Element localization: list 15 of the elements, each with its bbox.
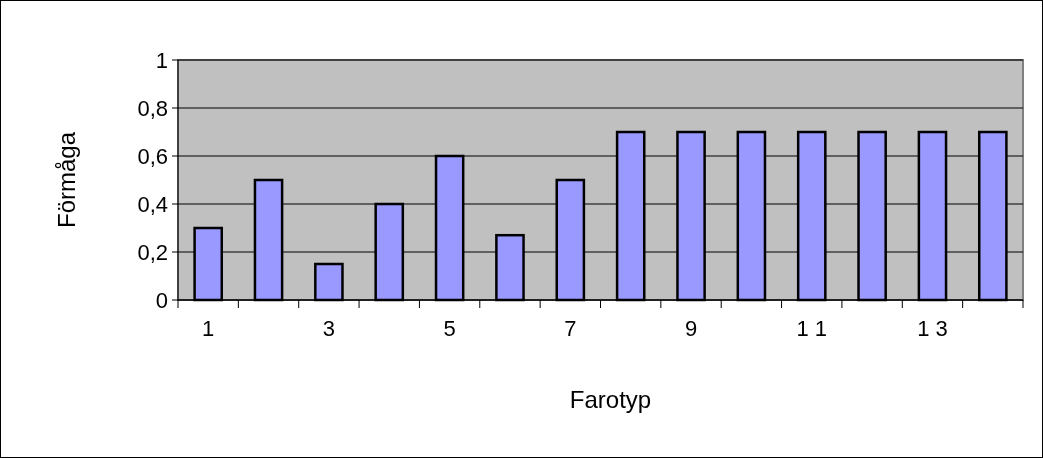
x-tick-label: 1 <box>202 316 215 341</box>
y-axis-title: Förmåga <box>53 131 80 229</box>
y-tick-label: 0,8 <box>137 95 168 121</box>
x-tick-label: 1 1 <box>796 316 828 341</box>
y-tick-label: 1 <box>155 47 168 73</box>
y-tick-label: 0,2 <box>137 239 168 265</box>
x-axis-title: Farotyp <box>569 386 652 413</box>
x-tick-label: 7 <box>564 316 577 341</box>
x-tick-label: 1 3 <box>917 316 948 341</box>
y-tick-label: 0,6 <box>137 143 168 169</box>
x-tick-label: 9 <box>684 316 698 341</box>
x-tick-label: 3 <box>322 316 336 341</box>
x-tick-label: 5 <box>443 316 456 341</box>
y-tick-label: 0,4 <box>137 191 168 217</box>
y-tick-label: 0 <box>155 287 168 313</box>
